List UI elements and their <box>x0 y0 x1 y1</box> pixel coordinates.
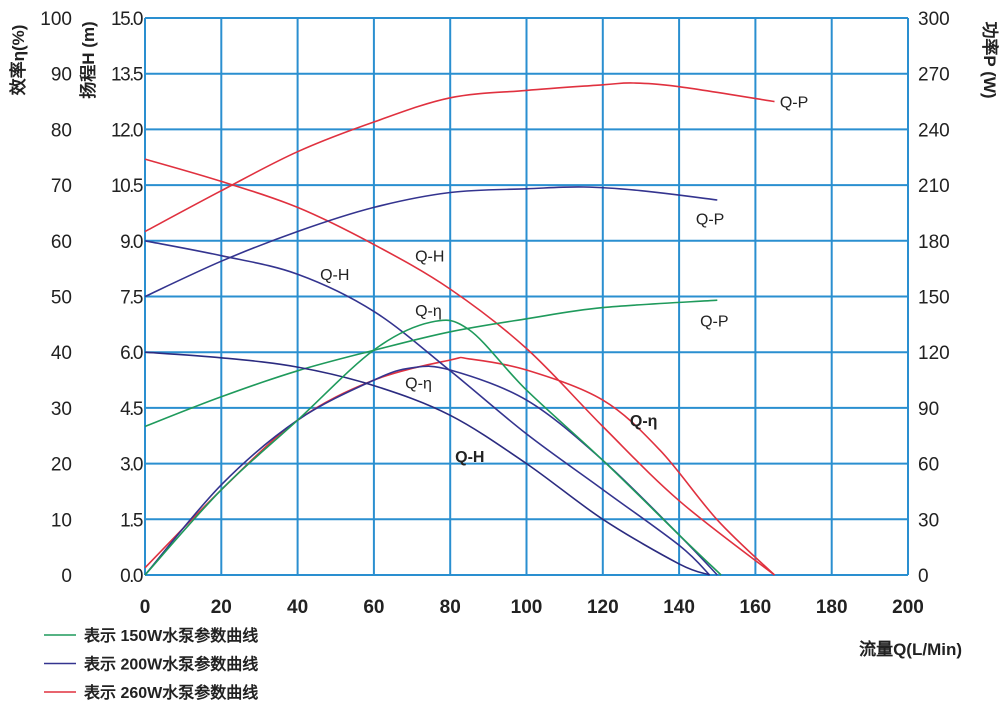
y-axis-label-power: 功率P (W) <box>980 21 1000 98</box>
eff-tick-label: 40 <box>51 343 72 364</box>
x-tick-label: 100 <box>511 597 543 618</box>
head-tick-label: 15.0 <box>111 9 143 30</box>
power-tick-label: 270 <box>918 65 950 86</box>
curve-label-200W-q-p: Q-P <box>696 212 724 229</box>
head-tick-label: 4.5 <box>120 399 143 420</box>
head-tick-label: 10.5 <box>111 176 143 197</box>
x-tick-label: 140 <box>663 597 695 618</box>
head-tick-label: 12.0 <box>111 120 143 141</box>
curve-label-150W-q-p: Q-P <box>700 314 728 331</box>
curve-labels: Q-P Q-H Q-η Q-P Q-H Q-η Q-P Q-H Q-η <box>320 95 808 467</box>
eff-tick-label: 50 <box>51 288 72 309</box>
legend-label: 表示 150W水泵参数曲线 <box>83 626 258 645</box>
x-tick-label: 40 <box>287 597 308 618</box>
curve-label-260W-q-h: Q-H <box>415 249 444 266</box>
head-tick-label: 0.0 <box>120 566 143 587</box>
power-tick-label: 0 <box>918 566 929 587</box>
eff-tick-label: 80 <box>51 120 72 141</box>
x-tick-label: 60 <box>363 597 384 618</box>
x-tick-label: 120 <box>587 597 619 618</box>
eff-tick-label: 90 <box>51 65 72 86</box>
power-tick-label: 300 <box>918 9 950 30</box>
head-tick-label: 1.5 <box>120 510 143 531</box>
x-tick-label: 160 <box>740 597 772 618</box>
curve-150W-q-h <box>144 351 710 576</box>
eff-tick-label: 100 <box>40 9 72 30</box>
power-tick-label: 240 <box>918 120 950 141</box>
curve-260W-q-eta <box>144 356 776 576</box>
x-tick-label: 0 <box>140 597 151 618</box>
x-tick-label: 80 <box>440 597 461 618</box>
power-tick-label: 180 <box>918 232 950 253</box>
power-tick-label: 60 <box>918 455 939 476</box>
power-tick-label: 210 <box>918 176 950 197</box>
head-tick-label: 6.0 <box>120 343 143 364</box>
curves <box>144 82 776 576</box>
head-tick-label: 13.5 <box>111 65 143 86</box>
curve-150W-q-eta <box>144 319 722 576</box>
curve-label-200W-q-eta: Q-η <box>405 375 432 392</box>
curve-200W-q-eta <box>144 365 718 576</box>
x-tick-label: 200 <box>892 597 924 618</box>
tick-labels: 0 20 40 60 80 100 120 140 160 180 200 0 10 20 30 40 50 60… <box>40 9 949 618</box>
x-tick-label: 180 <box>816 597 848 618</box>
head-tick-label: 3.0 <box>120 455 143 476</box>
curve-label-260W-q-eta: Q-η <box>630 413 658 430</box>
curve-label-150W-q-eta: Q-η <box>415 303 442 320</box>
eff-tick-label: 0 <box>61 566 72 587</box>
x-axis-label: 流量Q(L/Min) <box>859 639 962 659</box>
curve-260W-q-h <box>144 158 775 576</box>
curve-label-200W-q-h: Q-H <box>320 267 349 284</box>
power-tick-label: 90 <box>918 399 939 420</box>
curve-150W-q-p <box>144 299 718 428</box>
grid <box>144 17 909 576</box>
curve-260W-q-p <box>144 82 775 233</box>
power-tick-label: 120 <box>918 343 950 364</box>
head-tick-label: 9.0 <box>120 232 143 253</box>
head-tick-label: 7.5 <box>120 288 143 309</box>
legend-label: 表示 260W水泵参数曲线 <box>83 683 258 702</box>
curve-200W-q-p <box>144 186 718 298</box>
y-axis-label-head: 扬程H (m) <box>78 21 98 98</box>
y-axis-label-efficiency: 效率η(%) <box>8 25 28 96</box>
x-tick-label: 20 <box>211 597 232 618</box>
eff-tick-label: 70 <box>51 176 72 197</box>
legend-label: 表示 200W水泵参数曲线 <box>83 655 258 674</box>
eff-tick-label: 30 <box>51 399 72 420</box>
power-tick-label: 150 <box>918 288 950 309</box>
eff-tick-label: 10 <box>51 510 72 531</box>
eff-tick-label: 20 <box>51 455 72 476</box>
curve-label-150W-q-h: Q-H <box>455 449 484 466</box>
curve-label-260W-q-p: Q-P <box>780 95 808 112</box>
power-tick-label: 30 <box>918 510 939 531</box>
eff-tick-label: 60 <box>51 232 72 253</box>
